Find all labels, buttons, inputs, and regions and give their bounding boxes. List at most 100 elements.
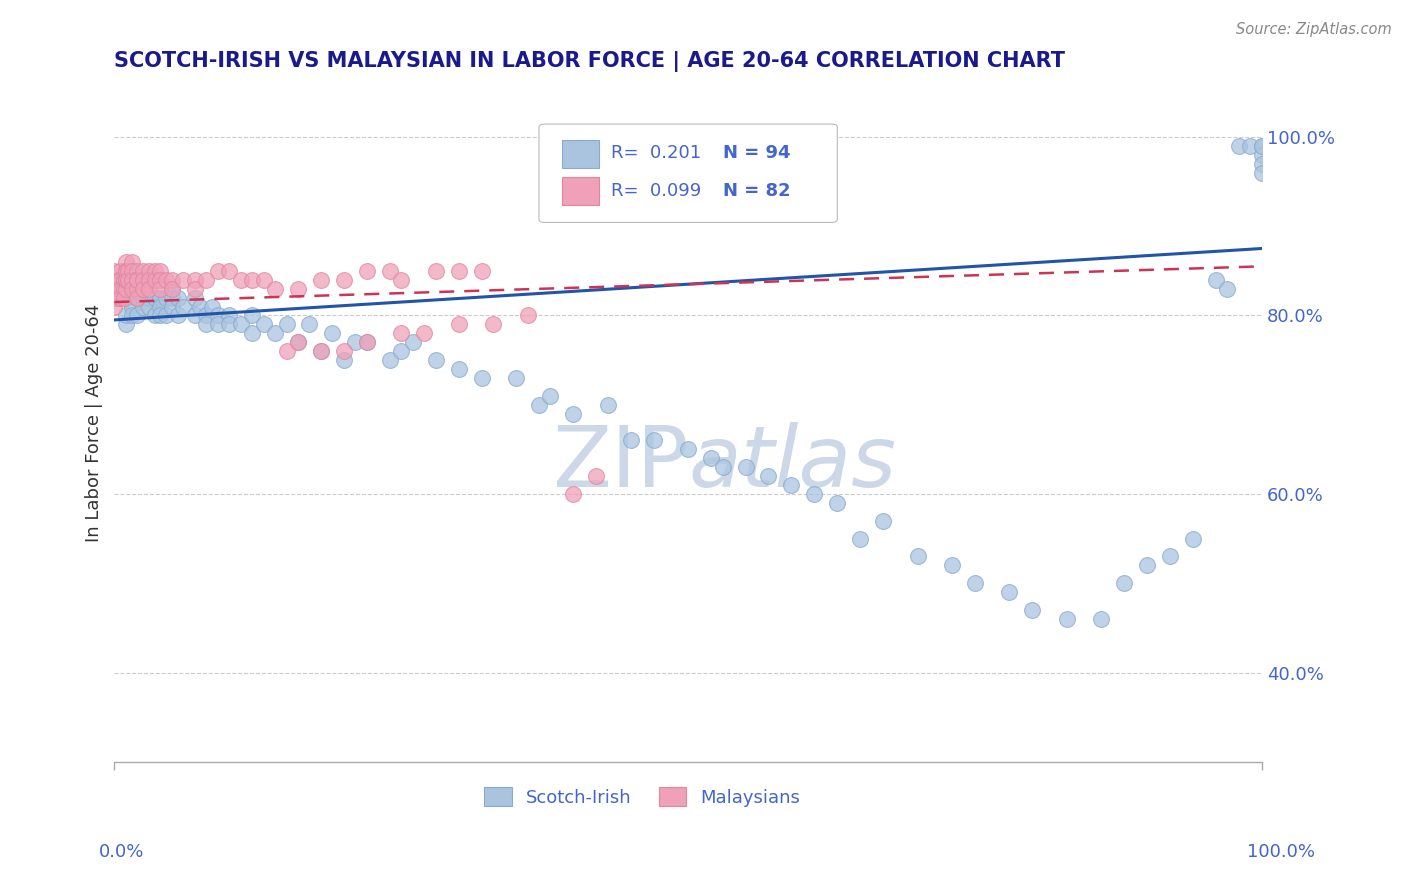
Point	[149, 291, 172, 305]
Point	[117, 264, 139, 278]
Point	[287, 282, 309, 296]
Point	[112, 291, 135, 305]
Point	[115, 273, 138, 287]
Point	[201, 300, 224, 314]
Point	[160, 273, 183, 287]
Point	[963, 576, 986, 591]
Point	[155, 291, 177, 305]
Text: R=  0.099: R= 0.099	[612, 182, 702, 200]
Point	[112, 282, 135, 296]
Point	[1182, 532, 1205, 546]
Point	[108, 282, 131, 296]
Point	[132, 264, 155, 278]
Point	[108, 273, 131, 287]
Point	[121, 300, 143, 314]
Point	[309, 273, 332, 287]
Point	[166, 291, 188, 305]
Point	[527, 398, 550, 412]
Point	[344, 335, 367, 350]
Point	[1251, 147, 1274, 161]
Point	[184, 273, 207, 287]
Point	[333, 273, 356, 287]
Point	[333, 344, 356, 359]
Point	[389, 344, 412, 359]
Point	[143, 291, 166, 305]
Point	[143, 264, 166, 278]
Point	[103, 273, 125, 287]
Point	[143, 273, 166, 287]
Point	[108, 282, 131, 296]
Point	[108, 291, 131, 305]
Point	[1216, 282, 1239, 296]
Point	[252, 273, 274, 287]
Point	[108, 273, 131, 287]
Point	[155, 309, 177, 323]
Point	[941, 558, 963, 573]
Point	[121, 264, 143, 278]
Point	[482, 318, 505, 332]
Point	[413, 326, 436, 341]
Legend: Scotch-Irish, Malaysians: Scotch-Irish, Malaysians	[477, 780, 807, 814]
Point	[471, 264, 494, 278]
Point	[103, 291, 125, 305]
Point	[1090, 612, 1112, 626]
Point	[115, 264, 138, 278]
Point	[711, 460, 734, 475]
Point	[276, 318, 298, 332]
Point	[195, 309, 218, 323]
Point	[287, 335, 309, 350]
Text: ZIP: ZIP	[551, 422, 688, 505]
Point	[184, 291, 207, 305]
Bar	[562, 140, 599, 169]
Point	[1227, 138, 1250, 153]
Point	[103, 291, 125, 305]
Point	[907, 549, 929, 564]
Point	[1159, 549, 1181, 564]
Point	[1251, 166, 1274, 180]
Point	[172, 300, 194, 314]
Point	[117, 273, 139, 287]
Point	[309, 344, 332, 359]
Point	[758, 469, 780, 483]
Point	[1021, 603, 1043, 617]
Bar	[562, 177, 599, 205]
Point	[643, 434, 665, 448]
Point	[447, 318, 470, 332]
Point	[356, 264, 378, 278]
Point	[149, 273, 172, 287]
Point	[333, 353, 356, 368]
Point	[218, 264, 240, 278]
Point	[103, 273, 125, 287]
Point	[160, 282, 183, 296]
Point	[264, 282, 287, 296]
Point	[190, 300, 212, 314]
Point	[378, 353, 401, 368]
Point	[425, 353, 447, 368]
Point	[287, 335, 309, 350]
Point	[132, 300, 155, 314]
Text: R=  0.201: R= 0.201	[612, 145, 702, 162]
Point	[309, 344, 332, 359]
Point	[115, 318, 138, 332]
Point	[780, 478, 803, 492]
Point	[596, 398, 619, 412]
Point	[103, 264, 125, 278]
Point	[252, 318, 274, 332]
Point	[132, 273, 155, 287]
Point	[108, 291, 131, 305]
Text: 100.0%: 100.0%	[1247, 843, 1315, 861]
Point	[103, 300, 125, 314]
Text: N = 82: N = 82	[723, 182, 790, 200]
Point	[207, 264, 229, 278]
Point	[195, 318, 218, 332]
Point	[127, 309, 149, 323]
Point	[115, 282, 138, 296]
Text: atlas: atlas	[688, 422, 896, 505]
Point	[425, 264, 447, 278]
Point	[143, 309, 166, 323]
Point	[240, 273, 263, 287]
Point	[734, 460, 756, 475]
Point	[1136, 558, 1159, 573]
Point	[218, 318, 240, 332]
Point	[1114, 576, 1136, 591]
